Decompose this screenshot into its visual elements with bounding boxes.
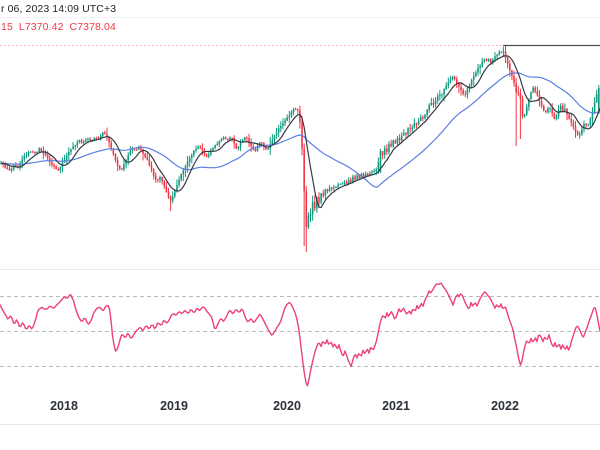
bar-datetime-label: r 06, 2023 14:09 UTC+3 bbox=[1, 3, 117, 15]
x-axis-year-label: 2019 bbox=[160, 399, 188, 413]
time-axis-border bbox=[0, 424, 600, 425]
panel-separator-handle[interactable] bbox=[0, 269, 600, 270]
x-axis-year-label: 2020 bbox=[273, 399, 301, 413]
x-axis-year-label: 2022 bbox=[491, 399, 519, 413]
time-axis[interactable]: 2018 2019 2020 2021 2022 bbox=[0, 399, 600, 450]
ohlc-values-label: 15 L7370.42 C7378.04 bbox=[1, 21, 116, 33]
x-axis-year-label: 2021 bbox=[382, 399, 410, 413]
x-axis-year-label: 2018 bbox=[50, 399, 78, 413]
header-divider bbox=[0, 17, 600, 18]
